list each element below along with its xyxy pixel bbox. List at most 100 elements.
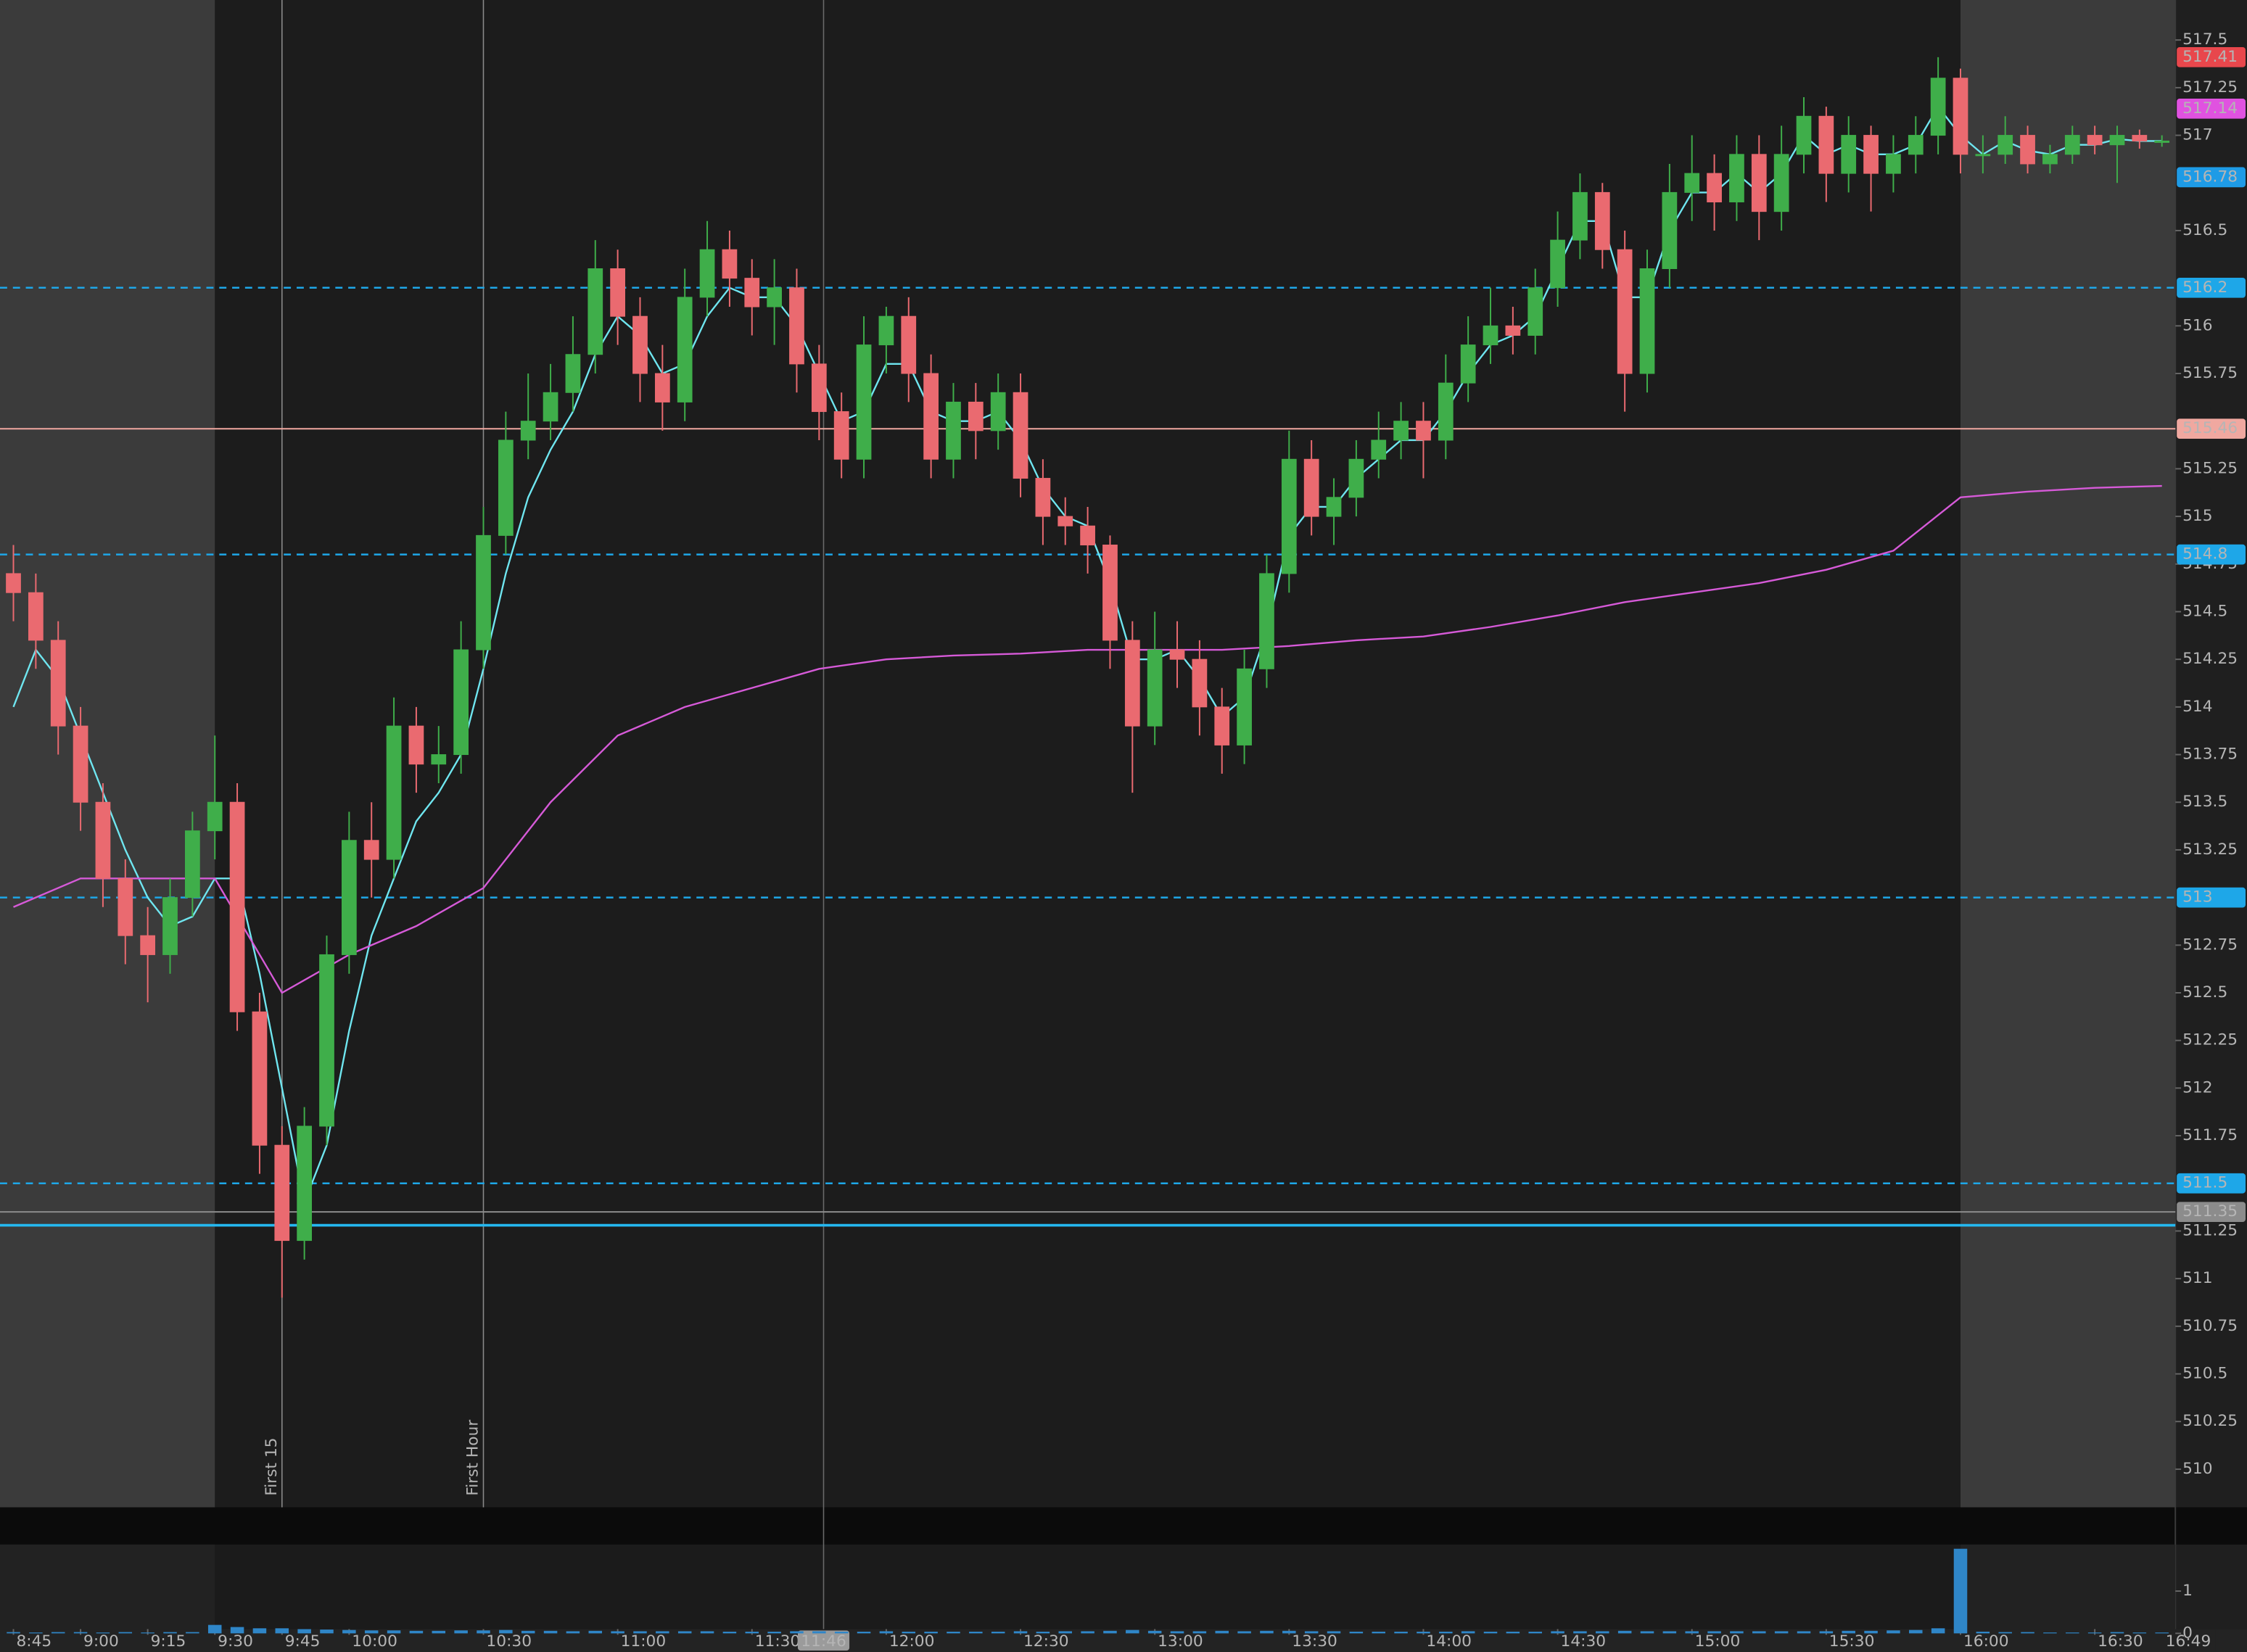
volume-bar	[1417, 1631, 1430, 1634]
volume-bar	[1953, 1548, 1968, 1634]
candle-body	[811, 363, 827, 413]
candle-body	[744, 278, 760, 307]
marker-label: First 15	[263, 1437, 281, 1495]
volume-bar	[2066, 1632, 2079, 1634]
x-tick-label: 15:00	[1695, 1632, 1741, 1651]
volume-bar	[1461, 1631, 1475, 1634]
volume-bar	[1126, 1630, 1139, 1634]
candle-body	[274, 1144, 290, 1242]
y-tick-label: 515	[2182, 507, 2212, 525]
volume-bar	[1774, 1631, 1789, 1634]
level-label: 511.35	[2182, 1202, 2238, 1221]
candle-body	[565, 354, 581, 393]
level-box	[2177, 277, 2246, 298]
volume-bar	[1887, 1630, 1900, 1634]
y-tick-label: 515.75	[2182, 364, 2238, 382]
current-time-label: 16:49	[2166, 1632, 2211, 1651]
candle-body	[184, 830, 200, 899]
premarket-shade	[0, 0, 215, 1508]
candle-body	[252, 1011, 268, 1146]
volume-bar	[1081, 1631, 1094, 1634]
candle-body	[1908, 135, 1924, 155]
level-box	[2177, 418, 2246, 439]
volume-bar	[364, 1630, 379, 1634]
x-tick-label: 11:00	[621, 1632, 667, 1651]
volume-bar	[7, 1632, 20, 1634]
y-tick-label: 512.5	[2182, 983, 2227, 1001]
candle-body	[1147, 649, 1163, 727]
candle-body	[1684, 173, 1700, 193]
candle-body	[1886, 154, 1901, 174]
y-tick-label: 511.75	[2182, 1126, 2238, 1144]
volume-bar	[722, 1631, 737, 1634]
candle-body	[520, 421, 536, 441]
candle-body	[946, 401, 961, 460]
candle-body	[1505, 325, 1521, 336]
candle-body	[1214, 706, 1230, 746]
candle-body	[833, 411, 849, 460]
volume-bar	[1909, 1630, 1923, 1634]
x-tick-label: 14:00	[1426, 1632, 1472, 1651]
volume-bar	[1551, 1631, 1564, 1634]
volume-bar	[1260, 1630, 1274, 1634]
volume-bar	[96, 1632, 110, 1634]
y-tick-label: 512.25	[2182, 1031, 2238, 1049]
volume-bar	[1842, 1630, 1855, 1634]
volume-bar	[633, 1631, 647, 1634]
level-label: 516.2	[2182, 278, 2227, 297]
candle-body	[453, 649, 469, 756]
volume-bar	[454, 1630, 468, 1634]
volume-bar	[1685, 1631, 1699, 1634]
volume-bar	[1596, 1631, 1609, 1634]
candle-body	[2020, 135, 2035, 165]
candle-body	[1013, 392, 1028, 479]
candle-body	[1662, 191, 1678, 269]
volume-bar	[1707, 1631, 1721, 1634]
candle-body	[2064, 135, 2080, 155]
volume-bar	[834, 1631, 849, 1634]
y-tick-label: 512.75	[2182, 936, 2238, 954]
volume-bar	[991, 1631, 1005, 1634]
volume-bar	[588, 1630, 603, 1634]
candle-body	[1057, 516, 1073, 526]
candle-body	[476, 534, 491, 651]
x-tick-label: 12:30	[1023, 1632, 1069, 1651]
candle-body	[1393, 421, 1409, 441]
candle-body	[1035, 478, 1051, 517]
candle-body	[1080, 525, 1095, 545]
volume-bar	[521, 1630, 535, 1634]
y-tick-label: 515.25	[2182, 459, 2238, 477]
volume-bar	[566, 1631, 580, 1634]
candle-body	[319, 954, 334, 1127]
candle-body	[28, 592, 44, 641]
volume-bar	[1349, 1631, 1364, 1634]
candle-body	[1751, 154, 1767, 212]
volume-bar	[1483, 1631, 1498, 1634]
y-tick-label: 514.5	[2182, 602, 2227, 620]
volume-bar	[1192, 1631, 1207, 1634]
volume-bar	[812, 1631, 826, 1634]
volume-bar	[1573, 1631, 1587, 1634]
volume-bar	[857, 1631, 871, 1634]
x-tick-label: 16:30	[2098, 1632, 2143, 1651]
level-box	[2177, 1173, 2246, 1194]
candle-body	[2087, 135, 2103, 146]
candle-body	[162, 897, 178, 955]
volume-bar	[902, 1631, 916, 1634]
candle-body	[1371, 439, 1387, 460]
candle-body	[1192, 658, 1208, 708]
candle-body	[297, 1126, 313, 1242]
x-tick-label: 9:30	[218, 1632, 253, 1651]
price-axis	[2175, 0, 2247, 1508]
candle-body	[610, 268, 625, 317]
volume-bar	[1439, 1631, 1453, 1634]
volume-bar	[230, 1627, 244, 1634]
candle-body	[1460, 344, 1476, 384]
volume-bar	[499, 1630, 513, 1634]
y-tick-label: 517.5	[2182, 30, 2227, 49]
y-tick-label: 513.75	[2182, 746, 2238, 764]
candle-body	[95, 801, 111, 879]
x-tick-label: 8:45	[16, 1632, 51, 1651]
candle-body	[543, 392, 558, 422]
